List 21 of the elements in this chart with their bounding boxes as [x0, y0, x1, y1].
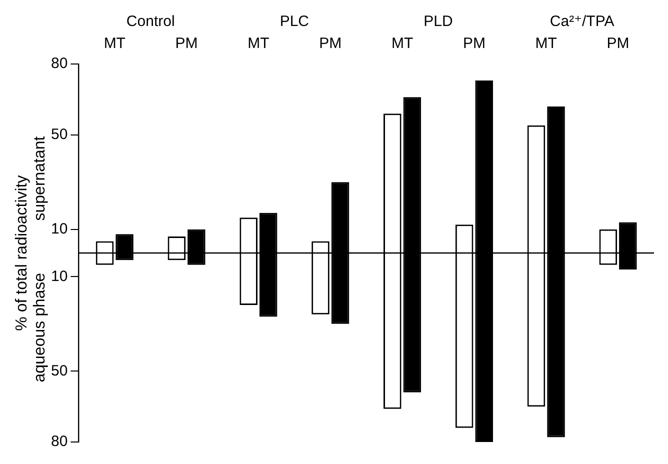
x-tick-label: MT: [391, 35, 414, 52]
x-tick-label: MT: [535, 35, 557, 52]
text: PLD: [424, 13, 454, 30]
y-tick-label: 50: [50, 126, 68, 144]
x-tick-label: PM: [319, 35, 342, 52]
y-tick-label: 10: [50, 268, 68, 285]
x-tick-label: MT: [104, 35, 126, 52]
x-tick-label: MT: [248, 35, 270, 52]
y-tick-label: 50: [50, 362, 68, 380]
text: PLC: [280, 13, 310, 30]
text: Control: [126, 13, 175, 30]
x-tick-label: PM: [462, 35, 486, 52]
x-tick-label: PM: [606, 35, 630, 52]
x-tick-label: PM: [175, 35, 198, 52]
y-tick-label: 10: [50, 220, 68, 238]
y-tick-label: 80: [50, 433, 68, 450]
y-tick-label: 80: [50, 55, 68, 72]
text: aqueous phase: [31, 272, 48, 382]
text: supernatant: [31, 136, 48, 221]
text: Ca²⁺/TPA: [550, 13, 614, 30]
y-axis-title: % of total radioactivity: [13, 175, 30, 331]
